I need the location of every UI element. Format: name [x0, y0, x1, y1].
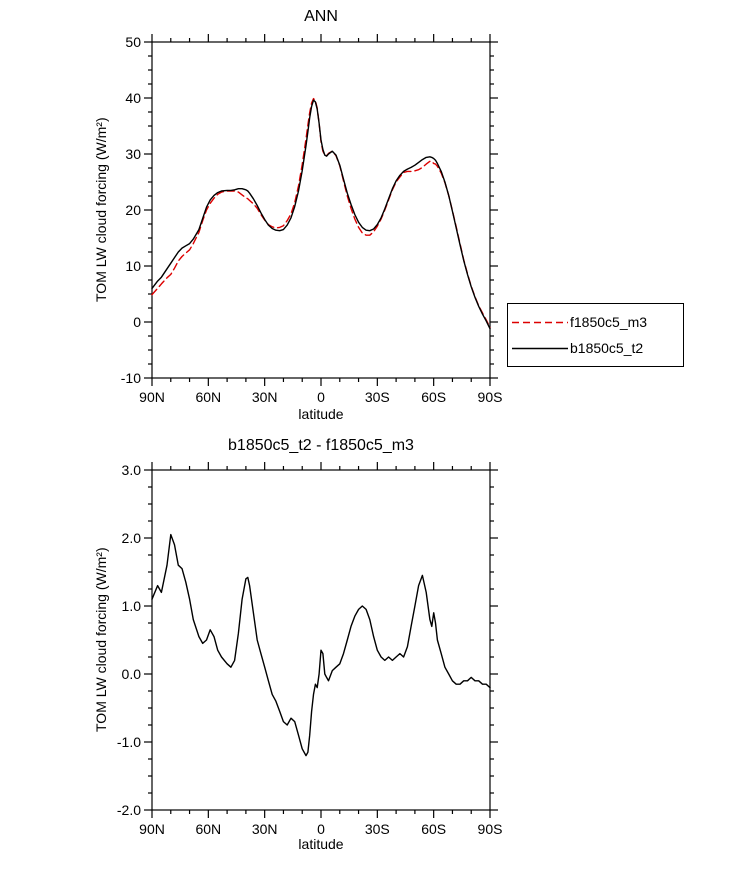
dashed-line-sample-icon — [512, 321, 568, 324]
axes — [144, 462, 498, 818]
y-tick-label: 10 — [125, 258, 141, 274]
x-tick-label: 60S — [421, 389, 446, 405]
axes — [144, 34, 498, 386]
tick-labels: 90N 60N 30N 0 30S 60S 90S -10 0 10 20 30 40 50 — [121, 34, 503, 405]
legend-entry-b1850c5-t2: b1850c5_t2 — [511, 340, 683, 356]
y-tick-label: 3.0 — [122, 462, 142, 478]
series-difference — [151, 533, 491, 757]
legend-label-b1850c5-t2: b1850c5_t2 — [570, 340, 644, 356]
x-tick-label: 0 — [317, 821, 325, 837]
x-tick-label: 60N — [195, 389, 221, 405]
y-tick-label: 1.0 — [122, 598, 142, 614]
y-tick-label: 50 — [125, 34, 141, 50]
legend-label-f1850c5-m3: f1850c5_m3 — [570, 314, 648, 330]
top-chart-ylabel: TOM LW cloud forcing (W/m²) — [93, 117, 109, 303]
top-chart-canvas: 90N 60N 30N 0 30S 60S 90S -10 0 10 20 30 40 50 — [121, 34, 503, 405]
bottom-chart-title: b1850c5_t2 - f1850c5_m3 — [228, 437, 414, 454]
x-tick-label: 30S — [365, 389, 390, 405]
x-tick-label: 90N — [139, 389, 165, 405]
series-b1850c5_t2 — [151, 99, 491, 330]
plot-box — [151, 41, 491, 379]
y-tick-label: -2.0 — [117, 802, 141, 818]
x-tick-label: 30N — [252, 821, 278, 837]
y-tick-label: -1.0 — [117, 734, 141, 750]
y-tick-label: 20 — [125, 202, 141, 218]
y-tick-label: 30 — [125, 146, 141, 162]
legend-entry-f1850c5-m3: f1850c5_m3 — [511, 314, 683, 330]
x-tick-label: 0 — [317, 389, 325, 405]
x-tick-label: 30N — [252, 389, 278, 405]
plot-box — [151, 469, 491, 811]
solid-line-sample-icon — [512, 347, 568, 350]
x-tick-label: 90S — [478, 821, 503, 837]
bottom-chart-ylabel: TOM LW cloud forcing (W/m²) — [93, 547, 109, 733]
y-tick-label: 0 — [133, 314, 141, 330]
legend: f1850c5_m3 b1850c5_t2 — [507, 303, 684, 367]
top-chart-xlabel: latitude — [298, 406, 344, 422]
y-tick-label: 0.0 — [122, 666, 142, 682]
x-tick-label: 30S — [365, 821, 390, 837]
bottom-chart-xlabel: latitude — [298, 836, 344, 852]
y-tick-label: 2.0 — [122, 530, 142, 546]
y-tick-label: -10 — [121, 370, 141, 386]
y-tick-label: 40 — [125, 90, 141, 106]
x-tick-label: 60S — [421, 821, 446, 837]
series-f1850c5_m3 — [151, 97, 491, 329]
bottom-chart-canvas: 90N 60N 30N 0 30S 60S 90S -2.0 -1.0 0.0 1.0 2.0 3.0 — [117, 462, 503, 837]
x-tick-label: 90N — [139, 821, 165, 837]
x-tick-label: 60N — [195, 821, 221, 837]
x-tick-label: 90S — [478, 389, 503, 405]
top-chart-title: ANN — [304, 8, 338, 25]
tick-labels: 90N 60N 30N 0 30S 60S 90S -2.0 -1.0 0.0 1.0 2.0 3.0 — [117, 462, 503, 837]
